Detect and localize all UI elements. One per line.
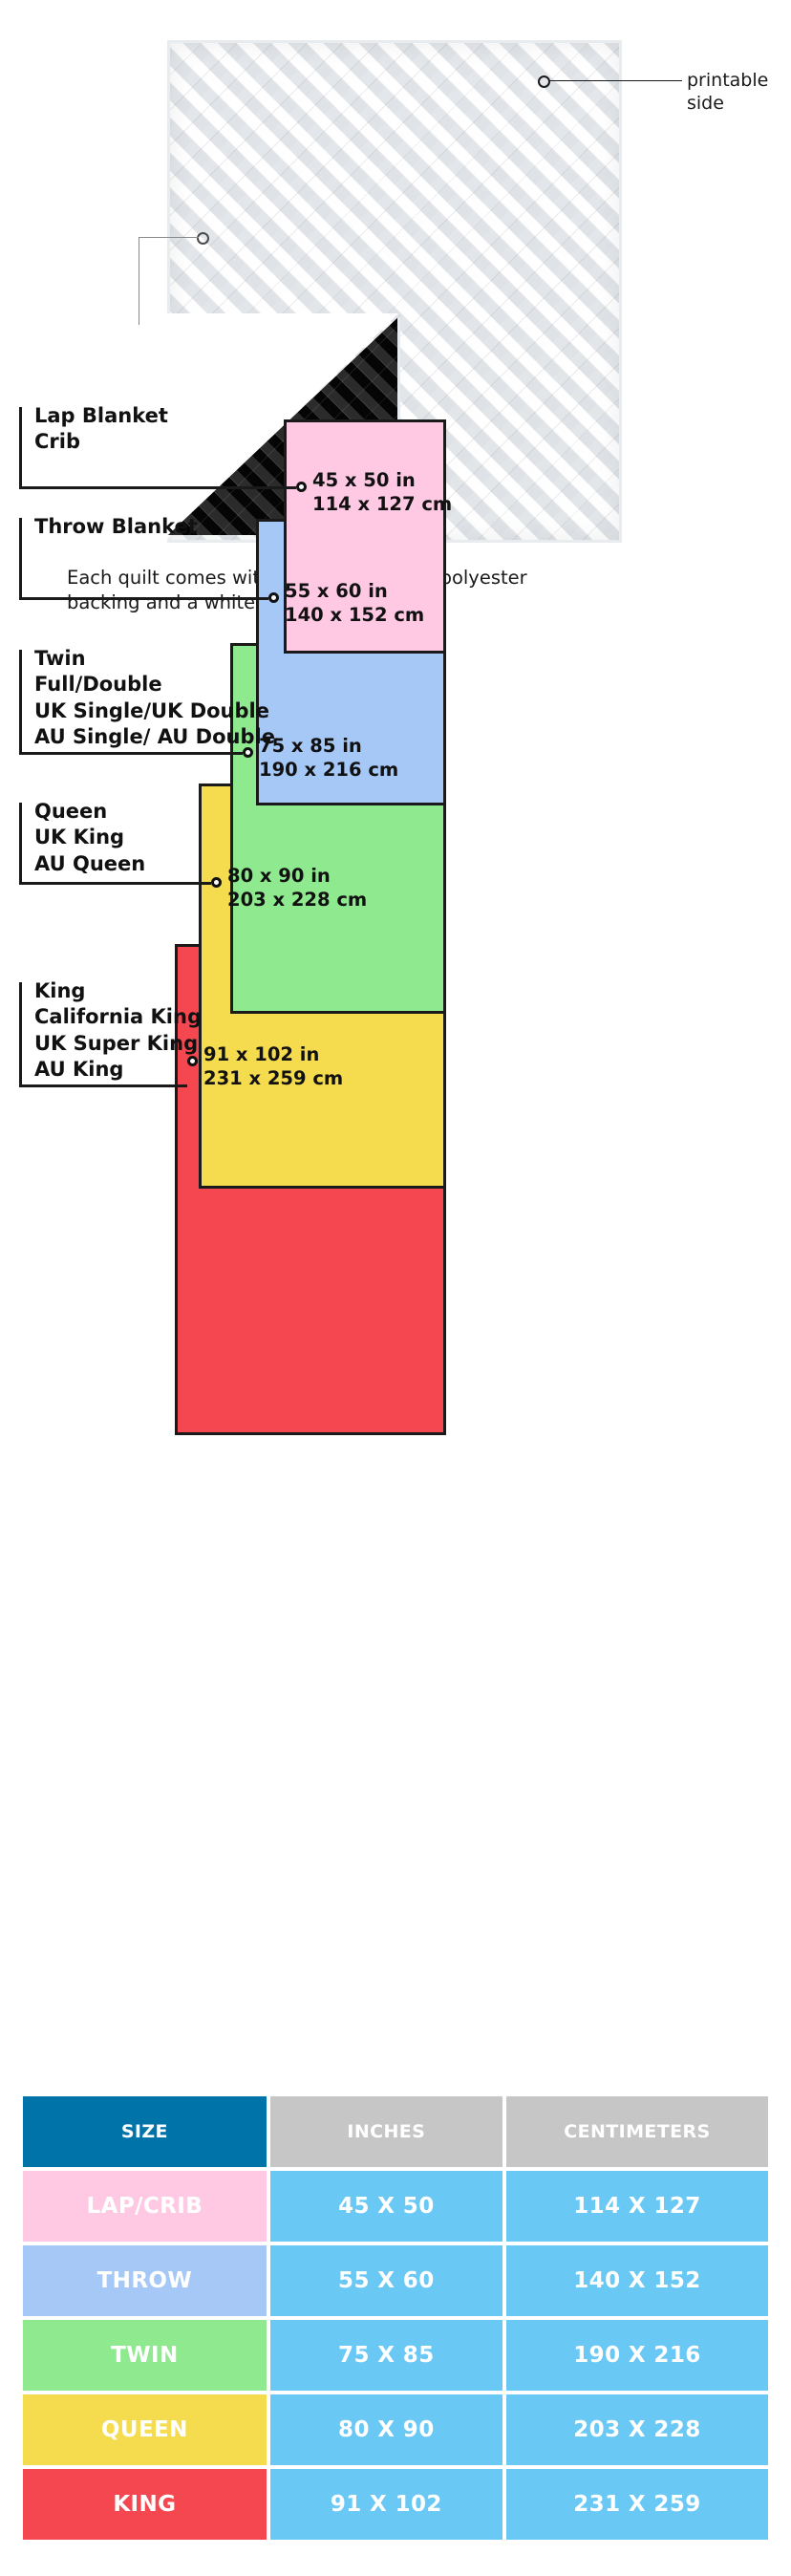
size-dimension-cm: 203 x 228 cm	[227, 889, 368, 912]
table-row: LAP/CRIB 45 X 50 114 X 127	[23, 2171, 768, 2242]
table-header-inches: INCHES	[269, 2096, 502, 2167]
label-bracket-vertical	[19, 982, 22, 1087]
size-marker-lap-crib-icon	[296, 482, 307, 492]
label-bracket-vertical	[19, 407, 22, 489]
size-label-line: Lap Blanket	[34, 404, 168, 427]
size-label-king-text: King California King UK Super King AU Ki…	[34, 978, 202, 1083]
size-dimension-cm: 231 x 259 cm	[203, 1067, 344, 1090]
size-comparison-diagram: Lap Blanket Crib 45 x 50 in 114 x 127 cm…	[0, 404, 791, 2064]
size-dimension-throw: 55 x 60 in 140 x 152 cm	[285, 579, 424, 628]
label-bracket-horizontal	[19, 752, 243, 755]
table-cell-inches: 80 X 90	[269, 2394, 502, 2465]
table-header-size: SIZE	[23, 2096, 267, 2167]
table-cell-inches: 75 X 85	[269, 2320, 502, 2391]
size-label-throw-text: Throw Blanket	[34, 514, 198, 540]
size-dimension-inches: 75 x 85 in	[259, 735, 362, 757]
table-cell-size: TWIN	[23, 2320, 267, 2391]
table-cell-centimeters: 114 X 127	[505, 2171, 768, 2242]
label-bracket-vertical	[19, 518, 22, 600]
backing-side-marker-icon	[197, 232, 209, 245]
size-label-line: AU Single/ AU Double	[34, 724, 275, 748]
size-label-queen-text: Queen UK King AU Queen	[34, 799, 145, 877]
size-label-line: King	[34, 979, 86, 1002]
size-dimension-cm: 140 x 152 cm	[285, 604, 425, 627]
table-cell-inches: 45 X 50	[269, 2171, 502, 2242]
size-marker-queen-icon	[211, 877, 222, 888]
printable-side-leader-line	[548, 79, 682, 81]
size-label-line: Crib	[34, 430, 80, 454]
size-dimension-king: 91 x 102 in 231 x 259 cm	[203, 1042, 343, 1091]
size-marker-twin-icon	[243, 747, 253, 758]
size-label-line: AU Queen	[34, 851, 146, 875]
size-marker-throw-icon	[268, 592, 279, 603]
size-label-line: UK King	[34, 826, 125, 849]
table-cell-centimeters: 231 X 259	[505, 2469, 768, 2540]
table-cell-inches: 91 X 102	[269, 2469, 502, 2540]
table-cell-inches: 55 X 60	[269, 2245, 502, 2316]
table-cell-size: LAP/CRIB	[23, 2171, 267, 2242]
table-row: THROW 55 X 60 140 X 152	[23, 2245, 768, 2316]
size-label-line: AU King	[34, 1057, 124, 1081]
label-bracket-horizontal	[19, 486, 296, 489]
size-marker-king-icon	[187, 1056, 198, 1066]
backing-leader-line-horizontal	[139, 236, 199, 238]
size-label-line: UK Super King	[34, 1031, 199, 1055]
size-dimension-lap-crib: 45 x 50 in 114 x 127 cm	[312, 468, 452, 517]
size-label-line: Twin	[34, 647, 86, 670]
printable-side-label-line1: printable	[687, 70, 769, 91]
size-dimension-inches: 55 x 60 in	[285, 580, 388, 602]
size-dimension-cm: 190 x 216 cm	[259, 759, 399, 782]
table-header-row: SIZE INCHES CENTIMETERS	[23, 2096, 768, 2167]
table-row: TWIN 75 X 85 190 X 216	[23, 2320, 768, 2391]
size-label-line: UK Single/UK Double	[34, 698, 269, 722]
printable-side-label: printable side	[687, 69, 768, 116]
table-cell-centimeters: 140 X 152	[505, 2245, 768, 2316]
size-label-line: California King	[34, 1005, 202, 1029]
size-dimension-inches: 80 x 90 in	[227, 865, 331, 887]
size-dimension-twin: 75 x 85 in 190 x 216 cm	[259, 734, 398, 783]
table-cell-size: QUEEN	[23, 2394, 267, 2465]
size-label-line: Full/Double	[34, 673, 162, 697]
size-dimension-inches: 45 x 50 in	[312, 469, 416, 491]
printable-side-label-line2: side	[687, 93, 724, 115]
table-header-centimeters: CENTIMETERS	[505, 2096, 768, 2167]
size-table: SIZE INCHES CENTIMETERS LAP/CRIB 45 X 50…	[19, 2093, 772, 2544]
table-cell-centimeters: 203 X 228	[505, 2394, 768, 2465]
table-row: KING 91 X 102 231 X 259	[23, 2469, 768, 2540]
table-cell-size: KING	[23, 2469, 267, 2540]
table-row: QUEEN 80 X 90 203 X 228	[23, 2394, 768, 2465]
label-bracket-horizontal	[19, 1084, 187, 1087]
label-bracket-vertical	[19, 803, 22, 885]
printable-side-marker-icon	[538, 75, 550, 88]
size-label-lap-crib-text: Lap Blanket Crib	[34, 403, 168, 456]
table-cell-centimeters: 190 X 216	[505, 2320, 768, 2391]
size-table-section: SIZE INCHES CENTIMETERS LAP/CRIB 45 X 50…	[0, 2093, 791, 2544]
label-bracket-horizontal	[19, 882, 211, 885]
size-label-twin-text: Twin Full/Double UK Single/UK Double AU …	[34, 646, 275, 750]
size-dimension-inches: 91 x 102 in	[203, 1043, 320, 1065]
size-label-line: Throw Blanket	[34, 515, 198, 538]
size-label-line: Queen	[34, 800, 108, 823]
size-rect-lap-crib	[284, 419, 446, 654]
size-dimension-queen: 80 x 90 in 203 x 228 cm	[227, 864, 367, 912]
size-dimension-cm: 114 x 127 cm	[312, 493, 453, 516]
table-cell-size: THROW	[23, 2245, 267, 2316]
label-bracket-vertical	[19, 650, 22, 755]
label-bracket-horizontal	[19, 597, 268, 600]
